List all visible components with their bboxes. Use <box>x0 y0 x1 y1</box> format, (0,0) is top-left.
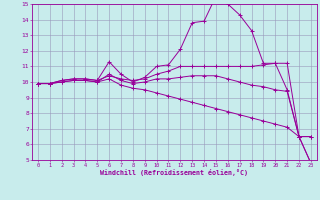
X-axis label: Windchill (Refroidissement éolien,°C): Windchill (Refroidissement éolien,°C) <box>100 169 248 176</box>
